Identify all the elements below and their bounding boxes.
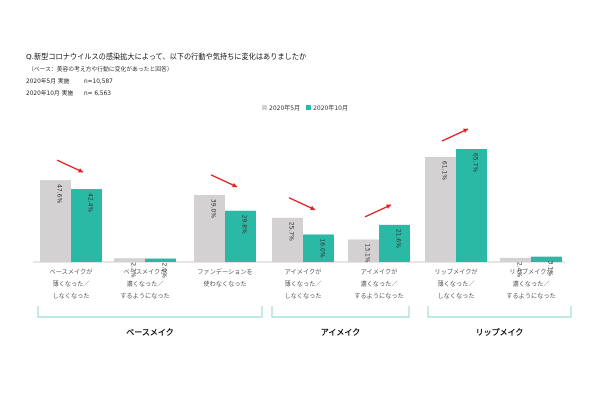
trend-arrow-down bbox=[288, 197, 316, 211]
data-label: 21.6% bbox=[395, 229, 402, 248]
group-bracket bbox=[427, 306, 572, 318]
trend-arrow-up bbox=[441, 128, 469, 142]
group-label: リップメイク bbox=[476, 327, 524, 337]
category-label: 濃くなった／ bbox=[360, 280, 397, 288]
bar-oct bbox=[145, 258, 176, 262]
chart-legend: 2020年5月 2020年10月 bbox=[262, 103, 348, 112]
legend-item-oct: 2020年10月 bbox=[306, 103, 348, 112]
trend-arrow-down bbox=[210, 174, 238, 188]
bar-may bbox=[348, 239, 379, 262]
category-label: するようになった bbox=[354, 293, 404, 300]
bar-oct bbox=[531, 256, 562, 262]
sample-row-may: 2020年5月 実施 n=10,587 bbox=[26, 76, 113, 85]
question-title: Q.新型コロナウイルスの感染拡大によって、以下の行動や気持ちに変化はありましたか bbox=[26, 52, 307, 61]
bar-may bbox=[114, 258, 145, 262]
category-label: 薄くなった／ bbox=[437, 280, 474, 288]
data-label: 47.6% bbox=[56, 184, 63, 203]
bar-oct bbox=[303, 234, 334, 262]
data-label: 2.0% bbox=[161, 263, 168, 279]
data-label: 61.1% bbox=[441, 161, 448, 180]
base-note: （ベース：美容の考え方や行動に変化があったと回答） bbox=[28, 67, 173, 73]
data-label: 2.4% bbox=[516, 262, 523, 278]
group-bracket bbox=[37, 306, 263, 318]
data-label: 13.1% bbox=[364, 243, 371, 262]
sample-row-oct: 2020年10月 実施 n= 6,563 bbox=[26, 88, 111, 97]
data-label: 16.0% bbox=[319, 238, 326, 257]
category-label: しなくなった bbox=[52, 293, 89, 300]
legend-label: 2020年5月 bbox=[269, 105, 301, 112]
bar-may bbox=[500, 257, 531, 262]
data-label: 29.8% bbox=[241, 215, 248, 234]
sample-label: 2020年5月 実施 bbox=[26, 79, 70, 85]
category-label: ベースメイクが bbox=[50, 268, 94, 276]
trend-arrow-down bbox=[56, 159, 84, 173]
category-label: 濃くなった／ bbox=[512, 280, 549, 288]
category-label: 使わなくなった bbox=[203, 280, 246, 288]
category-label: 薄くなった／ bbox=[284, 280, 321, 288]
category-label: リップメイクが bbox=[509, 268, 553, 276]
category-label: するようになった bbox=[120, 293, 170, 300]
data-label: 39.0% bbox=[210, 199, 217, 218]
trend-arrowhead bbox=[232, 182, 237, 188]
category-label: リップメイクが bbox=[434, 268, 478, 276]
legend-swatch-may bbox=[262, 105, 267, 110]
bar-may bbox=[194, 194, 225, 262]
data-label: 3.1% bbox=[547, 261, 554, 277]
bar-oct bbox=[225, 210, 256, 262]
bar-may bbox=[272, 217, 303, 262]
data-label: 25.7% bbox=[288, 222, 295, 241]
sample-n: n= 6,563 bbox=[84, 91, 111, 97]
category-label: ファンデーションを bbox=[197, 268, 253, 276]
category-label: しなくなった bbox=[284, 293, 321, 300]
data-label: 42.4% bbox=[87, 193, 94, 212]
trend-arrowhead bbox=[310, 205, 315, 211]
group-label: アイメイク bbox=[321, 327, 360, 337]
sample-label: 2020年10月 実施 bbox=[26, 91, 74, 97]
category-label: アイメイクが bbox=[361, 268, 399, 276]
group-label: ベースメイク bbox=[126, 327, 173, 337]
trend-arrowhead bbox=[463, 128, 468, 134]
bar-oct bbox=[71, 189, 102, 262]
category-label: ベースメイクが bbox=[124, 268, 168, 276]
trend-arrowhead bbox=[386, 204, 391, 209]
bar-may bbox=[40, 180, 71, 262]
bar-oct bbox=[456, 148, 487, 262]
category-label: 薄くなった／ bbox=[52, 280, 89, 288]
category-label: するようになった bbox=[506, 293, 556, 300]
bar-may bbox=[425, 156, 456, 262]
sample-n: n=10,587 bbox=[84, 79, 113, 85]
category-label: アイメイクが bbox=[285, 268, 323, 276]
category-label: しなくなった bbox=[437, 293, 474, 300]
legend-label: 2020年10月 bbox=[313, 105, 348, 112]
data-label: 65.7% bbox=[472, 153, 479, 172]
trend-arrow-up bbox=[364, 204, 392, 218]
bar-oct bbox=[379, 224, 410, 262]
legend-swatch-oct bbox=[306, 105, 312, 110]
data-label: 2.2% bbox=[130, 262, 137, 278]
group-bracket bbox=[271, 306, 410, 318]
trend-arrowhead bbox=[78, 168, 83, 173]
legend-item-may: 2020年5月 bbox=[262, 103, 300, 112]
category-label: 濃くなった／ bbox=[126, 280, 163, 288]
